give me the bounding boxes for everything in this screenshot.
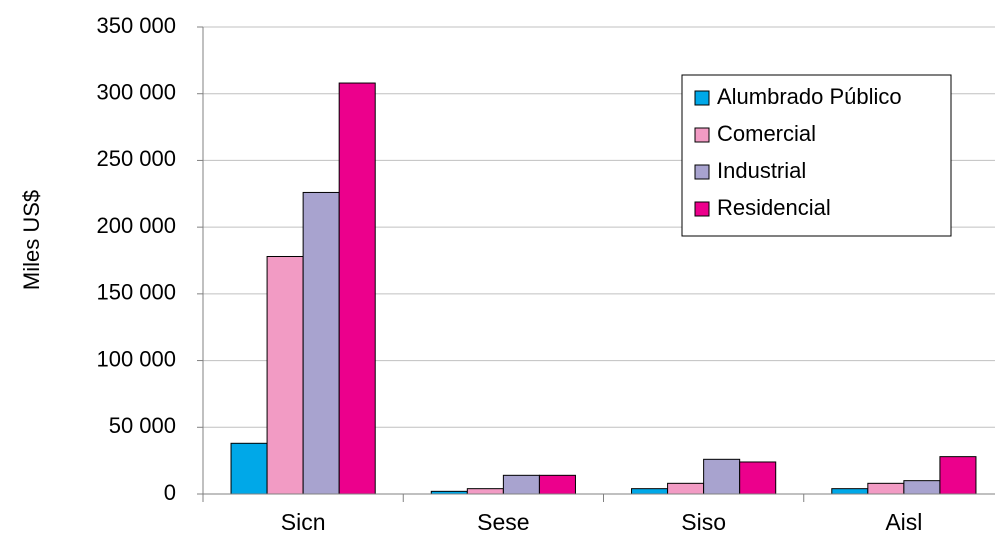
bar-residencial-siso bbox=[739, 461, 777, 495]
y-tick-label: 350 000 bbox=[96, 13, 176, 38]
y-tick-label: 100 000 bbox=[96, 346, 176, 371]
x-tick-label: Sese bbox=[477, 509, 529, 535]
legend-label: Residencial bbox=[717, 195, 831, 220]
bar-residencial-sicn bbox=[338, 82, 376, 495]
y-tick-label: 200 000 bbox=[96, 213, 176, 238]
bar-comercial-siso bbox=[667, 482, 705, 495]
bar-comercial-sese bbox=[466, 488, 504, 495]
legend-box bbox=[681, 74, 952, 237]
y-axis-label: Miles US$ bbox=[19, 190, 44, 290]
legend-swatch bbox=[694, 201, 710, 217]
legend: Alumbrado Público Comercial Industrial Resi… bbox=[681, 74, 952, 237]
x-tick-label: Aisl bbox=[885, 509, 922, 535]
bar-residencial-aisl bbox=[939, 456, 977, 495]
y-tick-label: 300 000 bbox=[96, 80, 176, 105]
bar-comercial-aisl bbox=[867, 482, 905, 495]
bar-industrial-aisl bbox=[903, 480, 941, 495]
bar-residencial-sese bbox=[538, 474, 576, 495]
bar-alumbrado-p-blico-sicn bbox=[230, 442, 268, 495]
x-tick-label: Siso bbox=[681, 509, 726, 535]
y-axis-ticks: 0 50 000 100 000 150 000 200 000 250 000 300 0… bbox=[96, 13, 203, 505]
legend-swatch bbox=[694, 164, 710, 180]
legend-swatch bbox=[694, 127, 710, 143]
legend-label: Alumbrado Público bbox=[717, 84, 902, 109]
y-tick-label: 50 000 bbox=[109, 413, 176, 438]
x-axis-ticks: Sicn Sese Siso Aisl bbox=[202, 494, 922, 535]
y-tick-label: 0 bbox=[164, 480, 176, 505]
bar-industrial-siso bbox=[703, 458, 741, 495]
bar-industrial-sese bbox=[502, 474, 540, 495]
bars bbox=[230, 82, 977, 495]
y-tick-label: 250 000 bbox=[96, 146, 176, 171]
x-tick-label: Sicn bbox=[281, 509, 326, 535]
legend-swatch bbox=[694, 90, 710, 106]
legend-label: Comercial bbox=[717, 121, 816, 146]
bar-comercial-sicn bbox=[266, 255, 304, 495]
y-tick-label: 150 000 bbox=[96, 280, 176, 305]
bar-industrial-sicn bbox=[302, 191, 340, 495]
legend-label: Industrial bbox=[717, 158, 806, 183]
bar-alumbrado-p-blico-siso bbox=[631, 488, 669, 495]
bar-alumbrado-p-blico-aisl bbox=[831, 488, 869, 495]
